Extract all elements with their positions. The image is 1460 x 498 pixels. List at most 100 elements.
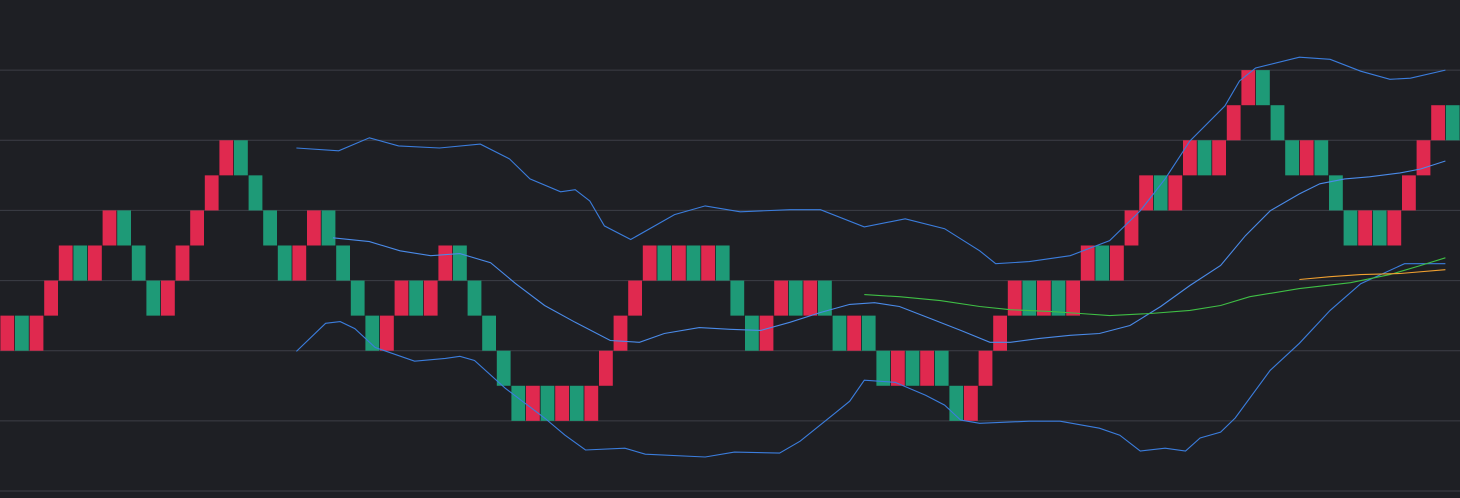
renko-brick: [1066, 280, 1080, 316]
renko-brick: [307, 210, 321, 246]
renko-brick: [1372, 210, 1387, 246]
renko-brick: [1358, 210, 1372, 246]
renko-brick: [1387, 210, 1402, 246]
renko-brick: [380, 315, 394, 351]
renko-brick: [1095, 245, 1110, 281]
renko-brick: [745, 315, 759, 351]
renko-brick: [1445, 105, 1460, 141]
renko-brick: [248, 175, 263, 211]
renko-brick: [175, 245, 190, 281]
renko-brick: [672, 245, 686, 281]
indicator-line: [864, 257, 1446, 317]
renko-brick: [117, 210, 131, 246]
renko-brick: [190, 210, 204, 246]
renko-brick: [58, 245, 73, 281]
renko-brick: [964, 385, 978, 421]
renko-brick: [730, 280, 745, 316]
renko-brick: [204, 175, 219, 211]
renko-brick: [161, 280, 175, 316]
renko-brick: [905, 350, 920, 386]
renko-brick: [1124, 210, 1139, 246]
renko-brick: [1168, 175, 1183, 211]
renko-brick: [847, 315, 861, 351]
renko-brick: [569, 385, 584, 421]
renko-brick: [978, 350, 993, 386]
renko-brick: [0, 315, 15, 351]
renko-brick: [292, 245, 307, 281]
renko-brick: [1110, 245, 1124, 281]
renko-brick: [1080, 245, 1095, 281]
renko-brick: [599, 350, 613, 386]
renko-brick: [861, 315, 876, 351]
renko-brick: [1051, 280, 1066, 316]
renko-brick: [15, 315, 29, 351]
renko-brick: [1343, 210, 1358, 246]
renko-brick: [496, 350, 511, 386]
renko-brick: [818, 280, 832, 316]
renko-brick: [1416, 140, 1431, 176]
renko-brick: [350, 280, 365, 316]
renko-brick: [1007, 280, 1022, 316]
renko-brick: [73, 245, 88, 281]
renko-brick: [657, 245, 672, 281]
renko-brick: [1212, 140, 1226, 176]
renko-brick: [613, 315, 628, 351]
renko-brick: [438, 245, 453, 281]
renko-brick: [277, 245, 292, 281]
renko-brick: [409, 280, 423, 316]
renko-brick: [453, 245, 467, 281]
indicator-line: [332, 160, 1446, 343]
renko-brick: [423, 280, 438, 316]
renko-brick: [394, 280, 409, 316]
renko-brick: [467, 280, 482, 316]
renko-brick: [263, 210, 277, 246]
renko-brick: [920, 350, 934, 386]
renko-brick: [321, 210, 336, 246]
renko-brick: [482, 315, 496, 351]
renko-brick: [876, 350, 891, 386]
renko-brick: [131, 245, 146, 281]
renko-brick: [1256, 70, 1270, 106]
renko-brick: [555, 385, 569, 421]
renko-brick: [88, 245, 102, 281]
renko-brick: [1241, 70, 1256, 106]
renko-brick: [774, 280, 788, 316]
renko-brick: [584, 385, 599, 421]
renko-brick: [891, 350, 905, 386]
renko-brick: [219, 140, 234, 176]
renko-brick: [102, 210, 117, 246]
renko-brick: [642, 245, 657, 281]
renko-brick: [1183, 140, 1197, 176]
renko-brick: [1153, 175, 1168, 211]
renko-brick: [1139, 175, 1153, 211]
renko-brick: [934, 350, 949, 386]
indicator-line: [1299, 269, 1446, 281]
renko-brick: [803, 280, 818, 316]
renko-brick: [759, 315, 774, 351]
renko-brick: [1285, 140, 1299, 176]
renko-brick: [1431, 105, 1445, 141]
renko-brick: [1270, 105, 1285, 141]
renko-brick: [336, 245, 350, 281]
renko-brick: [701, 245, 715, 281]
renko-brick: [511, 385, 526, 421]
indicator-line: [296, 263, 1446, 458]
renko-brick: [526, 385, 540, 421]
renko-brick: [1299, 140, 1314, 176]
renko-brick: [540, 385, 555, 421]
renko-brick: [1329, 175, 1343, 211]
renko-brick: [715, 245, 730, 281]
renko-brick: [1197, 140, 1212, 176]
renko-brick: [832, 315, 847, 351]
renko-brick: [1314, 140, 1329, 176]
renko-brick: [44, 280, 58, 316]
renko-brick: [146, 280, 161, 316]
renko-brick: [1022, 280, 1037, 316]
renko-brick: [1226, 105, 1241, 141]
renko-brick: [1037, 280, 1051, 316]
renko-brick: [628, 280, 642, 316]
renko-brick: [234, 140, 248, 176]
renko-brick: [686, 245, 701, 281]
